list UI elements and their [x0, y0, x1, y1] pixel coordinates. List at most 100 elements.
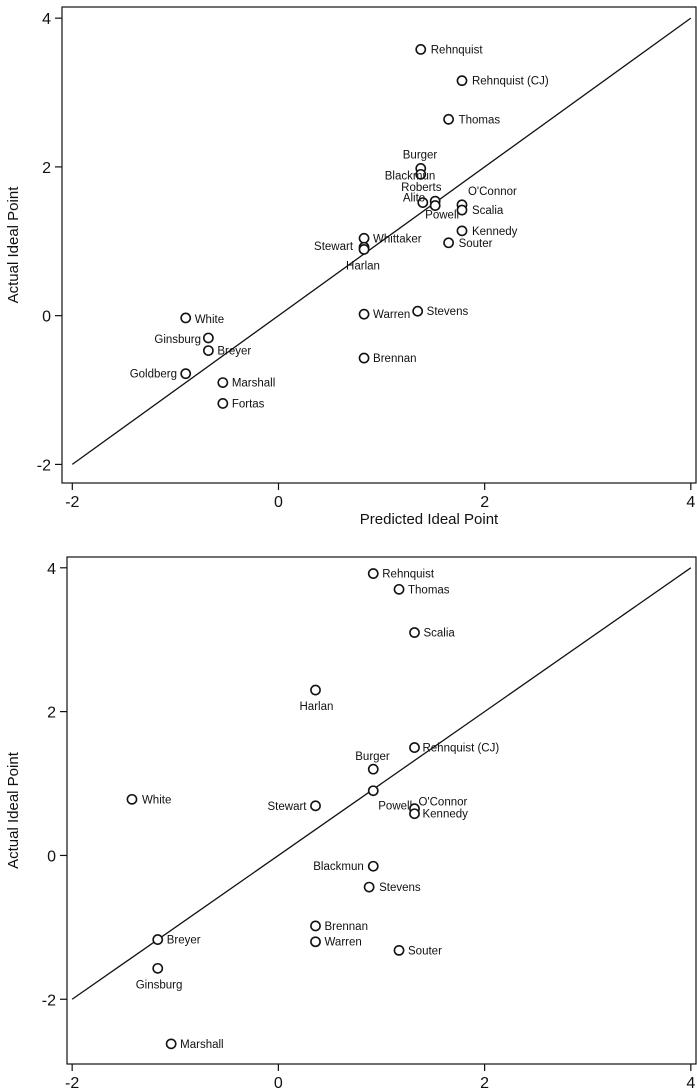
data-point	[358, 352, 370, 364]
x-tick-label: -2	[65, 494, 79, 511]
x-tick-label: 2	[480, 1075, 489, 1088]
data-point	[443, 237, 454, 249]
point-label: Goldberg	[130, 369, 177, 381]
point-label: Kennedy	[472, 226, 518, 238]
data-point	[367, 785, 379, 797]
point-label: Scalia	[423, 628, 455, 640]
plot-frame	[66, 556, 697, 1065]
point-label: Blackmun	[313, 861, 364, 873]
data-point	[126, 793, 138, 805]
data-point	[165, 1038, 177, 1050]
point-label: Stevens	[379, 882, 421, 894]
data-point	[409, 808, 420, 820]
x-tick-label: -2	[65, 1075, 79, 1088]
point-label: Souter	[459, 238, 493, 250]
point-label: O'Connor	[418, 797, 467, 809]
plot-frame	[61, 6, 697, 484]
point-label: Blackmun	[385, 170, 436, 182]
data-point	[443, 113, 454, 125]
point-label: Stevens	[427, 306, 469, 318]
data-point	[363, 881, 375, 893]
point-label: Marshall	[180, 1039, 223, 1051]
point-label: Scalia	[472, 205, 504, 217]
data-point	[367, 860, 379, 872]
data-point	[152, 962, 164, 974]
y-tick-label: 0	[42, 309, 51, 326]
data-point	[310, 684, 321, 696]
point-label: Powell	[425, 210, 459, 222]
data-point	[367, 568, 379, 579]
point-label: O'Connor	[468, 186, 517, 198]
data-point	[180, 368, 192, 380]
point-label: Brennan	[325, 921, 368, 933]
data-point	[456, 204, 468, 216]
reference-line	[71, 17, 692, 465]
x-tick-label: 0	[274, 494, 283, 511]
point-label: Ginsburg	[154, 334, 201, 346]
data-point	[417, 197, 429, 209]
data-point	[412, 305, 424, 317]
point-label: Rehnquist (CJ)	[422, 743, 499, 755]
point-label: Kennedy	[422, 809, 468, 821]
data-point	[358, 244, 370, 255]
y-tick-label: -2	[42, 992, 56, 1009]
point-label: Powell	[378, 801, 412, 813]
point-label: Whittaker	[373, 233, 422, 245]
point-label: Thomas	[408, 584, 450, 596]
data-point	[202, 332, 214, 344]
point-label: Ginsburg	[136, 979, 183, 991]
y-axis-label: Actual Ideal Point	[5, 751, 22, 869]
point-label: Rehnquist (CJ)	[472, 76, 549, 88]
x-tick-label: 4	[686, 1075, 695, 1088]
data-point	[393, 583, 405, 595]
point-label: Stewart	[314, 241, 354, 253]
data-point	[310, 920, 321, 932]
point-label: Burger	[355, 751, 390, 763]
data-point	[415, 43, 427, 55]
point-label: Breyer	[217, 346, 251, 358]
point-label: White	[142, 794, 171, 806]
data-point	[429, 200, 441, 211]
point-label: Rehnquist	[382, 569, 435, 581]
point-label: Breyer	[167, 935, 201, 947]
data-point	[180, 312, 192, 324]
y-tick-label: 2	[42, 160, 51, 177]
x-tick-label: 4	[686, 494, 695, 511]
point-label: Souter	[408, 945, 442, 957]
data-point	[409, 627, 420, 638]
data-point	[456, 75, 468, 87]
point-label: Fortas	[232, 398, 265, 410]
data-point	[367, 763, 379, 775]
point-label: Warren	[325, 937, 362, 949]
point-label: Brennan	[373, 353, 416, 365]
top-scatter-panel: -2 0 2 4 -2 0 2 4 Predicted Ideal Point Actual Id…	[5, 6, 697, 528]
data-point	[310, 800, 321, 812]
data-point	[409, 742, 420, 753]
point-label: White	[195, 314, 224, 326]
data-point	[393, 944, 405, 956]
point-label: Harlan	[300, 701, 334, 713]
data-point	[456, 225, 468, 237]
y-tick-label: 4	[42, 11, 51, 28]
x-tick-label: 0	[274, 1075, 283, 1088]
reference-line	[71, 567, 692, 1000]
point-label: Marshall	[232, 378, 275, 390]
data-point	[358, 308, 370, 320]
data-point	[310, 936, 321, 948]
point-label: Harlan	[346, 260, 380, 272]
point-label: Thomas	[459, 114, 501, 126]
data-point	[217, 377, 229, 388]
x-axis-label: Predicted Ideal Point	[360, 511, 499, 528]
y-tick-label: 0	[47, 848, 56, 865]
point-label: Warren	[373, 309, 410, 321]
y-tick-label: -2	[37, 457, 51, 474]
point-label: Alito	[403, 193, 425, 205]
point-label: Burger	[403, 149, 438, 161]
point-label: Stewart	[268, 801, 308, 813]
data-point	[152, 934, 164, 945]
data-point	[202, 345, 214, 357]
point-label: Rehnquist	[431, 44, 484, 56]
point-label: Roberts	[401, 182, 442, 194]
